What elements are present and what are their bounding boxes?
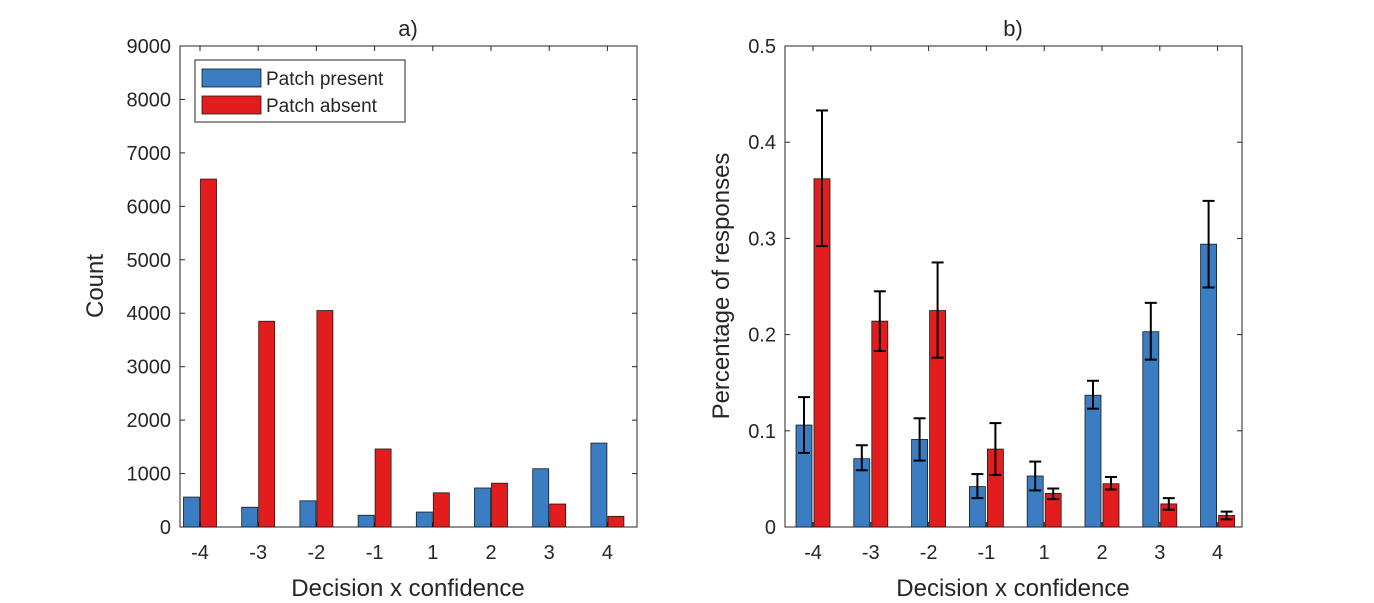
panel-a-bar-patch-present [241,506,259,528]
panel-b-y-tick-label: 0.2 [748,325,776,347]
panel-b-error-bar-patch-absent [1162,497,1175,511]
panel-b-error-bar-patch-present [1029,460,1042,492]
panel-b-error-bar-patch-absent [1105,475,1117,491]
panel-a: 0 1000 2000 3000 4000 5000 6000 7000 8000 9000 -4 -… [82,16,638,602]
panel-b-error-bars [798,109,1233,521]
panel-a-x-axis-label: Decision x confidence [291,575,524,602]
panel-a-x-tick-label: 3 [544,542,555,564]
panel-b-x-tick-label: -3 [862,542,880,564]
panel-b-y-tick-label: 0.5 [748,36,776,58]
panel-a-x-tick-label: -3 [249,542,267,564]
panel-a-y-tick-label: 1000 [127,464,172,486]
panel-a-bar-patch-absent [432,492,450,528]
panel-a-bar-patch-absent [607,515,625,528]
panel-a-title: a) [398,16,418,41]
panel-b-x-axis-label: Decision x confidence [896,575,1129,602]
panel-b-x-tick-label: 1 [1039,542,1050,564]
panel-b-error-bar-patch-present [1202,199,1215,289]
panel-a-bar-patch-absent [549,503,567,528]
panel-a-legend: Patch present Patch absent [194,59,406,123]
panel-a-bar-patch-present [474,487,491,528]
panel-b-bar-patch-present [1142,331,1160,528]
panel-b-error-bar-patch-present [855,444,868,472]
panel-b-error-bar-patch-absent [1047,487,1060,501]
panel-a-x-tick-label: 4 [602,542,613,564]
panel-a-bar-patch-present [357,514,375,528]
panel-a-tick-labels: 0 1000 2000 3000 4000 5000 6000 7000 8000 9000 -4 -… [127,36,613,564]
panel-b-error-bar-patch-absent [989,422,1002,477]
panel-a-y-tick-label: 5000 [127,250,172,272]
panel-b-x-tick-label: -2 [920,542,938,564]
legend-label-patch-absent: Patch absent [266,96,378,117]
panel-a-y-tick-label: 7000 [127,143,172,165]
panel-b-error-bar-patch-absent [1220,510,1233,521]
legend-swatch-patch-present [201,68,262,88]
panel-b-bar-patch-absent [871,320,889,528]
panel-a-y-tick-label: 6000 [127,196,172,218]
panel-a-bar-patch-absent [200,178,217,528]
panel-b-y-axis-label: Percentage of responses [708,153,735,420]
panel-a-bar-patch-present [183,496,200,528]
panel-b-error-bar-patch-absent [816,109,828,248]
panel-b: 0 0.1 0.2 0.3 0.4 0.5 -4 -3 -2 -1 1 2 3 4 b) Decision… [708,16,1243,602]
panel-b-error-bar-patch-absent [931,261,944,359]
panel-b-bar-patch-present [1084,394,1102,528]
panel-a-bar-patch-present [415,511,433,528]
panel-b-y-tick-label: 0 [765,517,776,539]
panel-a-y-tick-label: 8000 [127,89,172,111]
panel-b-error-bar-patch-present [1087,379,1099,410]
panel-b-x-tick-label: 4 [1212,542,1223,564]
panel-b-bars [795,178,1235,528]
panel-a-bars [183,178,625,528]
panel-a-bar-patch-absent [316,310,334,528]
panel-b-ticks [785,45,1242,528]
panel-a-bar-patch-present [532,468,550,528]
panel-a-x-tick-label: 1 [427,542,438,564]
panel-a-ticks [180,45,637,528]
panel-b-y-tick-label: 0.3 [748,228,776,250]
panel-a-y-tick-label: 4000 [127,303,172,325]
panel-b-x-tick-label: -4 [804,542,822,564]
panel-b-x-tick-label: -1 [978,542,996,564]
panel-b-error-bar-patch-absent [873,290,886,352]
panel-a-bar-patch-absent [491,482,508,528]
panel-a-x-tick-label: 2 [485,542,496,564]
panel-a-y-tick-label: 3000 [127,357,172,379]
panel-a-y-tick-label: 2000 [127,410,172,432]
panel-a-frame [179,45,638,528]
panel-a-y-axis-label: Count [82,254,109,318]
panel-b-y-tick-label: 0.4 [748,132,776,154]
legend-swatch-patch-absent [201,95,262,115]
panel-a-x-tick-label: -2 [308,542,326,564]
panel-a-bar-patch-present [299,500,317,528]
panel-b-error-bar-patch-present [971,473,984,500]
legend-label-patch-present: Patch present [266,69,384,90]
panel-a-x-tick-label: -4 [191,542,209,564]
panel-b-x-tick-label: 3 [1154,542,1165,564]
panel-b-title: b) [1003,16,1023,41]
panel-b-error-bar-patch-present [798,396,810,454]
panel-b-frame [784,45,1243,528]
panel-a-bar-patch-absent [258,320,276,528]
panel-a-bar-patch-present [590,442,608,528]
panel-a-y-tick-label: 0 [160,517,171,539]
panel-b-error-bar-patch-present [1144,301,1157,361]
panel-b-tick-labels: 0 0.1 0.2 0.3 0.4 0.5 -4 -3 -2 -1 1 2 3 4 [748,36,1223,564]
panel-b-y-tick-label: 0.1 [748,421,776,443]
panel-a-y-tick-label: 9000 [127,36,172,58]
panel-a-bar-patch-absent [374,448,392,528]
panel-b-x-tick-label: 2 [1096,542,1107,564]
panel-b-error-bar-patch-present [913,417,926,462]
panel-a-x-tick-label: -1 [366,542,384,564]
